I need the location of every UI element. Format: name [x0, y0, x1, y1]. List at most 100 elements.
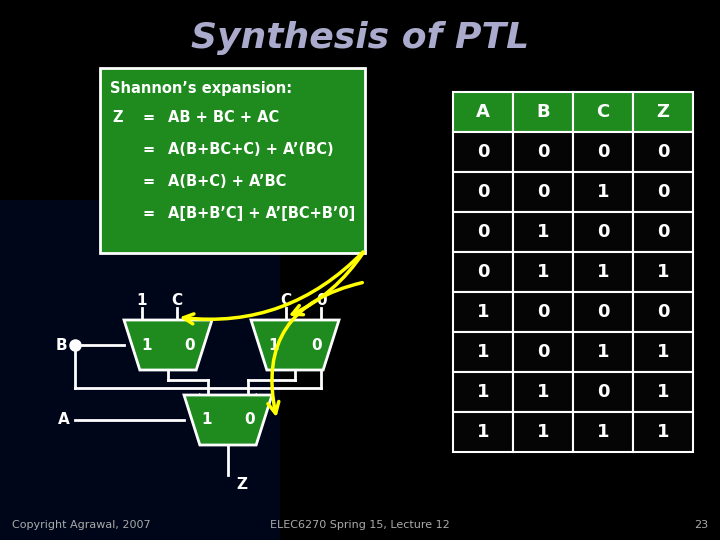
Text: AB + BC + AC: AB + BC + AC	[168, 110, 279, 125]
Text: C: C	[596, 103, 610, 121]
Text: 1: 1	[477, 423, 490, 441]
Text: 1: 1	[269, 338, 279, 353]
Text: 1: 1	[477, 303, 490, 321]
FancyBboxPatch shape	[513, 252, 573, 292]
Text: B: B	[536, 103, 550, 121]
Text: 0: 0	[657, 143, 670, 161]
Text: 0: 0	[536, 343, 549, 361]
Text: Z: Z	[236, 477, 247, 492]
FancyBboxPatch shape	[633, 132, 693, 172]
FancyBboxPatch shape	[453, 212, 513, 252]
FancyBboxPatch shape	[513, 372, 573, 412]
Text: =: =	[142, 110, 154, 125]
FancyBboxPatch shape	[513, 292, 573, 332]
FancyBboxPatch shape	[453, 372, 513, 412]
Polygon shape	[184, 395, 272, 445]
Text: 1: 1	[657, 343, 670, 361]
FancyBboxPatch shape	[633, 172, 693, 212]
FancyBboxPatch shape	[573, 412, 633, 452]
Text: A(B+BC+C) + A’(BC): A(B+BC+C) + A’(BC)	[168, 142, 333, 157]
Text: 0: 0	[536, 303, 549, 321]
Text: 0: 0	[536, 143, 549, 161]
Text: 0: 0	[316, 293, 327, 308]
Text: A: A	[476, 103, 490, 121]
FancyBboxPatch shape	[633, 252, 693, 292]
Text: C: C	[281, 293, 292, 308]
Polygon shape	[124, 320, 212, 370]
Text: 1: 1	[657, 263, 670, 281]
FancyBboxPatch shape	[453, 412, 513, 452]
Text: 23: 23	[694, 520, 708, 530]
Text: =: =	[142, 142, 154, 157]
FancyBboxPatch shape	[573, 372, 633, 412]
Text: 1: 1	[142, 338, 152, 353]
FancyBboxPatch shape	[453, 172, 513, 212]
Text: 0: 0	[597, 143, 609, 161]
FancyBboxPatch shape	[633, 92, 693, 132]
FancyBboxPatch shape	[633, 332, 693, 372]
FancyBboxPatch shape	[573, 172, 633, 212]
Text: =: =	[142, 206, 154, 221]
Text: Synthesis of PTL: Synthesis of PTL	[191, 21, 529, 55]
Text: 1: 1	[536, 383, 549, 401]
Text: 0: 0	[184, 338, 194, 353]
FancyBboxPatch shape	[513, 332, 573, 372]
Text: 0: 0	[657, 303, 670, 321]
FancyBboxPatch shape	[573, 332, 633, 372]
FancyBboxPatch shape	[513, 212, 573, 252]
Text: 1: 1	[536, 423, 549, 441]
FancyBboxPatch shape	[573, 292, 633, 332]
FancyBboxPatch shape	[633, 412, 693, 452]
FancyBboxPatch shape	[633, 292, 693, 332]
FancyBboxPatch shape	[100, 68, 365, 253]
FancyBboxPatch shape	[633, 212, 693, 252]
Polygon shape	[251, 320, 339, 370]
Text: 0: 0	[657, 223, 670, 241]
FancyBboxPatch shape	[513, 172, 573, 212]
Text: A: A	[58, 413, 70, 428]
FancyBboxPatch shape	[573, 252, 633, 292]
FancyBboxPatch shape	[453, 252, 513, 292]
Text: 0: 0	[477, 143, 490, 161]
Text: 1: 1	[597, 343, 609, 361]
Text: B: B	[55, 338, 67, 353]
Text: 0: 0	[597, 383, 609, 401]
Text: 1: 1	[657, 383, 670, 401]
Text: 1: 1	[477, 343, 490, 361]
Text: Shannon’s expansion:: Shannon’s expansion:	[110, 81, 292, 96]
Text: 1: 1	[477, 383, 490, 401]
Text: ELEC6270 Spring 15, Lecture 12: ELEC6270 Spring 15, Lecture 12	[270, 520, 450, 530]
FancyBboxPatch shape	[633, 372, 693, 412]
FancyBboxPatch shape	[453, 132, 513, 172]
Text: 1: 1	[536, 263, 549, 281]
Text: 0: 0	[657, 183, 670, 201]
FancyBboxPatch shape	[513, 412, 573, 452]
Text: 1: 1	[597, 423, 609, 441]
Text: 1: 1	[597, 263, 609, 281]
Text: 0: 0	[597, 303, 609, 321]
Bar	[0, 200, 280, 540]
Text: 1: 1	[202, 413, 212, 428]
Text: A[B+B’C] + A’[BC+B’0]: A[B+B’C] + A’[BC+B’0]	[168, 206, 355, 221]
FancyBboxPatch shape	[513, 92, 573, 132]
Text: 0: 0	[311, 338, 321, 353]
Text: Z: Z	[112, 110, 122, 125]
Text: 0: 0	[477, 223, 490, 241]
Text: 0: 0	[536, 183, 549, 201]
FancyBboxPatch shape	[453, 92, 513, 132]
Text: 1: 1	[597, 183, 609, 201]
Text: =: =	[142, 174, 154, 189]
FancyBboxPatch shape	[513, 132, 573, 172]
FancyBboxPatch shape	[573, 92, 633, 132]
FancyBboxPatch shape	[573, 132, 633, 172]
Text: A(B+C) + A’BC: A(B+C) + A’BC	[168, 174, 287, 189]
Text: 0: 0	[597, 223, 609, 241]
Text: 0: 0	[477, 263, 490, 281]
FancyBboxPatch shape	[573, 212, 633, 252]
Text: 1: 1	[536, 223, 549, 241]
FancyBboxPatch shape	[453, 292, 513, 332]
Text: 0: 0	[477, 183, 490, 201]
Text: 1: 1	[136, 293, 147, 308]
Text: C: C	[171, 293, 182, 308]
Text: Z: Z	[657, 103, 670, 121]
